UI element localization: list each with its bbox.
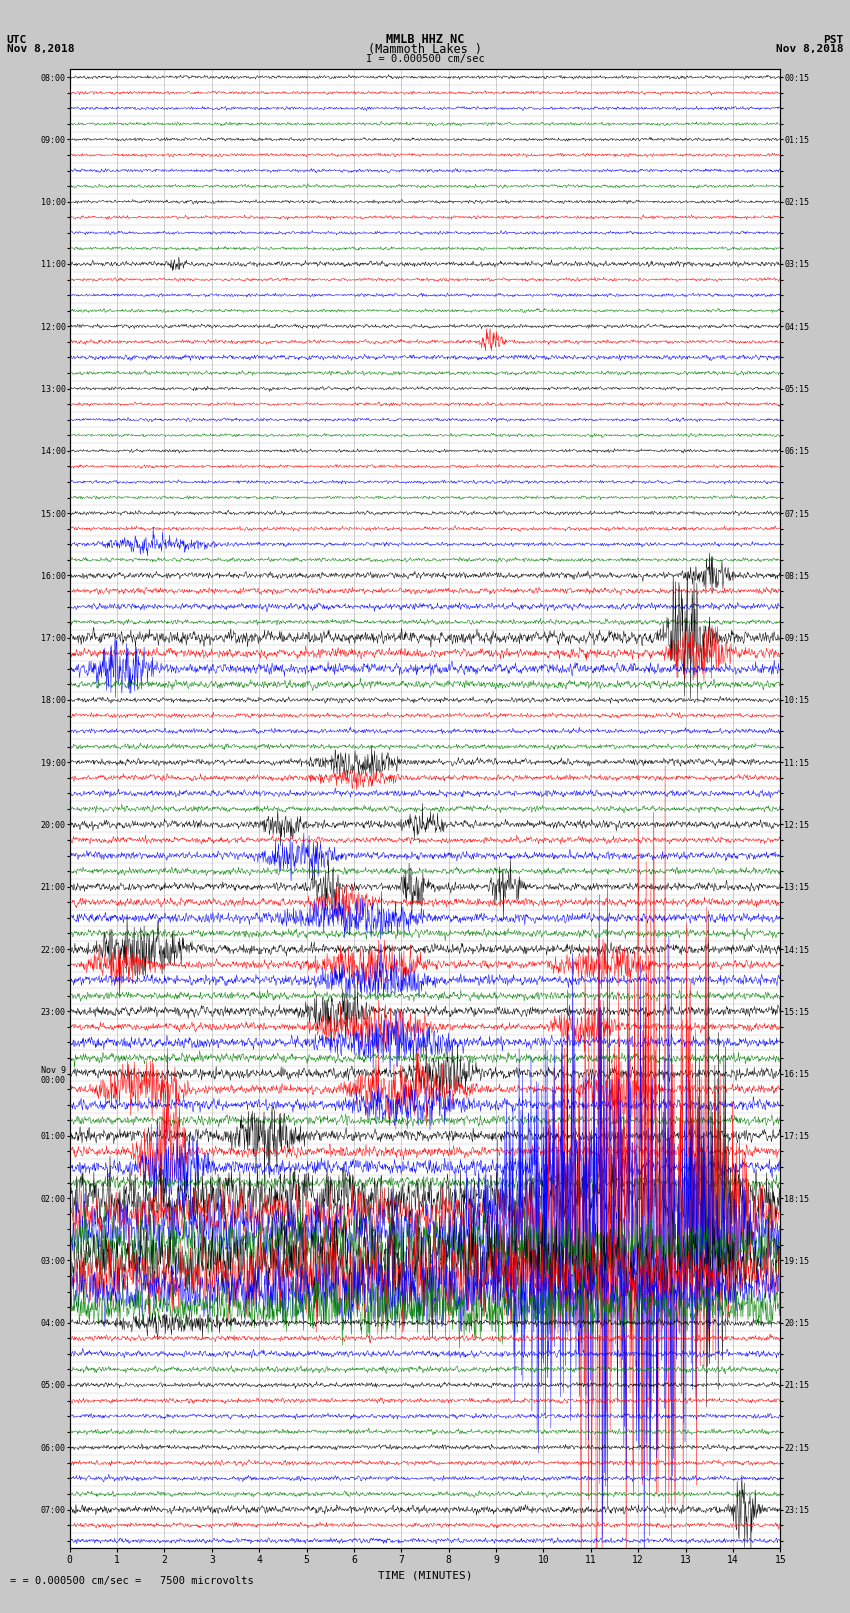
Text: PST: PST	[823, 34, 843, 45]
Text: (Mammoth Lakes ): (Mammoth Lakes )	[368, 42, 482, 56]
X-axis label: TIME (MINUTES): TIME (MINUTES)	[377, 1571, 473, 1581]
Text: UTC: UTC	[7, 34, 27, 45]
Text: I = 0.000500 cm/sec: I = 0.000500 cm/sec	[366, 53, 484, 65]
Text: MMLB HHZ NC: MMLB HHZ NC	[386, 32, 464, 47]
Text: = = 0.000500 cm/sec =   7500 microvolts: = = 0.000500 cm/sec = 7500 microvolts	[10, 1576, 254, 1586]
Text: Nov 8,2018: Nov 8,2018	[7, 44, 74, 55]
Text: Nov 8,2018: Nov 8,2018	[776, 44, 843, 55]
